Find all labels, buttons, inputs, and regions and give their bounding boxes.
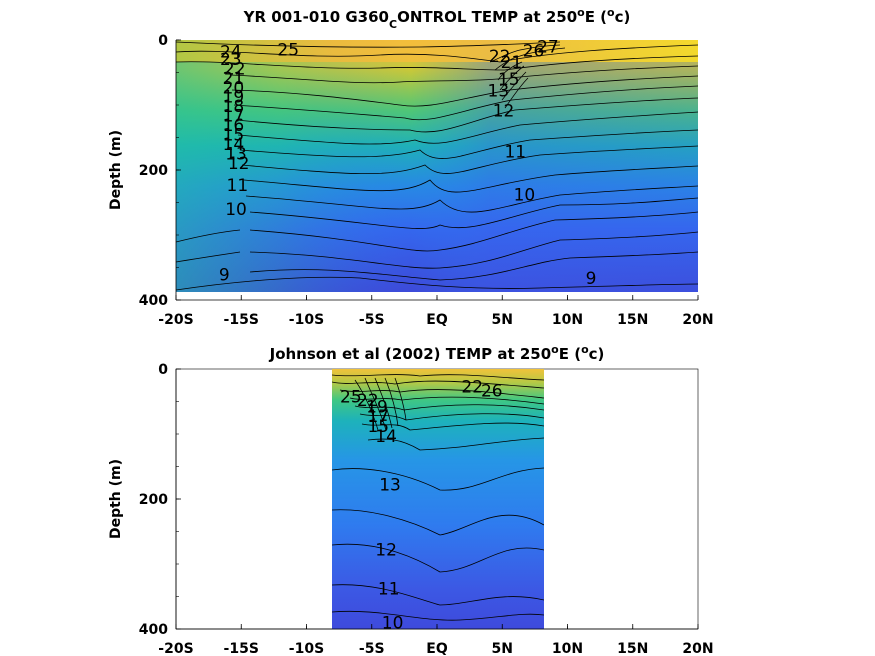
contour-label: 22 [489, 47, 511, 67]
contour-label: 15 [498, 70, 520, 90]
contour-label: 26 [523, 42, 545, 62]
contour-label: 25 [340, 387, 362, 407]
x-tick-label: -10S [289, 641, 324, 656]
contour-label: 22 [224, 59, 246, 79]
x-tick-label: 5N [492, 641, 513, 656]
contour-label: 11 [378, 580, 400, 600]
contour-label: 23 [220, 50, 242, 70]
temperature-field [176, 40, 698, 292]
contour-label: 21 [223, 69, 245, 89]
contour-label: 26 [481, 381, 503, 401]
contour-label: 13 [225, 144, 247, 164]
x-tick-label: -5S [359, 312, 385, 328]
contour-label: 21 [501, 53, 523, 73]
contour-label: 25 [277, 40, 299, 60]
contour-label: 12 [228, 154, 250, 174]
temperature-field [332, 369, 544, 629]
contour-label: 13 [488, 81, 510, 101]
contour-label: 19 [223, 88, 245, 108]
contour-lines [332, 374, 544, 621]
contour-label: 16 [223, 116, 245, 136]
x-tick-label: EQ [426, 641, 448, 656]
contour-label: 15 [367, 417, 389, 437]
x-tick-label: -5S [359, 641, 385, 656]
contour-label: 18 [223, 97, 245, 117]
y-tick-label: 400 [139, 622, 168, 638]
x-axis: -20S -15S -10S -5S EQ 5N 10N 15N 20N [158, 295, 714, 328]
contour-label: 22 [461, 378, 483, 398]
contour-label: 17 [367, 407, 389, 427]
contour-label: 20 [223, 78, 245, 98]
x-tick-label: 5N [492, 312, 513, 328]
contour-label: 10 [382, 614, 404, 634]
contour-label: 27 [537, 37, 559, 57]
y-tick-label: 0 [158, 33, 168, 49]
x-tick-label: 15N [617, 641, 648, 656]
y-tick-label: 200 [139, 163, 168, 179]
contour-label: 19 [366, 398, 388, 418]
contour-lines [176, 41, 698, 291]
panel-control: YR 001-010 G360CONTROL TEMP at 250oE (oc… [108, 6, 714, 328]
x-tick-label: -20S [158, 641, 193, 656]
contour-label: 11 [504, 143, 526, 163]
x-tick-label: 20N [682, 312, 713, 328]
contour-label: 11 [227, 176, 249, 196]
x-tick-label: -10S [289, 312, 324, 328]
y-axis: 0 200 400 [139, 33, 181, 309]
panel-title: Johnson et al (2002) TEMP at 250oE (oc) [269, 343, 605, 363]
contour-label: 22 [357, 391, 379, 411]
x-tick-label: 10N [552, 641, 583, 656]
y-tick-label: 200 [139, 492, 168, 508]
x-tick-label: -15S [224, 312, 259, 328]
y-tick-label: 400 [139, 293, 168, 309]
panel-title: YR 001-010 G360CONTROL TEMP at 250oE (oc… [243, 6, 631, 31]
x-tick-label: 20N [682, 641, 713, 656]
y-axis-label: Depth (m) [108, 459, 124, 539]
contour-label: 17 [223, 107, 245, 127]
x-tick-label: EQ [426, 312, 448, 328]
contour-label: 9 [219, 265, 230, 285]
x-tick-label: -20S [158, 312, 193, 328]
contour-label: 12 [375, 541, 397, 561]
contour-label: 9 [586, 269, 597, 289]
x-tick-label: 15N [617, 312, 648, 328]
contour-label: 12 [493, 102, 515, 122]
contour-label: 10 [514, 185, 536, 205]
panel-johnson: Johnson et al (2002) TEMP at 250oE (oc) [108, 343, 714, 656]
x-tick-label: 10N [552, 312, 583, 328]
y-tick-label: 0 [158, 362, 168, 378]
y-axis: 0 200 400 [139, 362, 181, 638]
contour-label: 15 [223, 126, 245, 146]
contour-label: 10 [225, 200, 247, 220]
contour-labels: 24 25232221201918171615141312111092726222… [219, 37, 597, 289]
contour-label: 24 [220, 42, 242, 62]
contour-label: 14 [223, 135, 245, 155]
contour-label: 14 [375, 427, 397, 447]
x-tick-label: -15S [224, 641, 259, 656]
x-axis: -20S -15S -10S -5S EQ 5N 10N 15N 20N [158, 624, 714, 656]
y-axis-label: Depth (m) [108, 130, 124, 210]
contour-label: 13 [379, 476, 401, 496]
